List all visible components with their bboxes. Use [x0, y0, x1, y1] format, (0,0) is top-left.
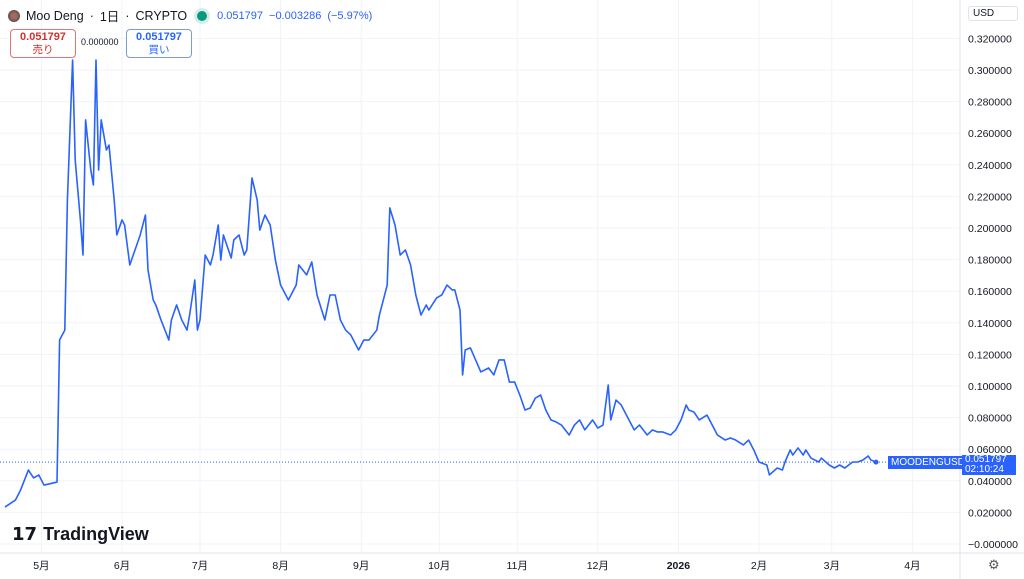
y-tick-label: 0.020000 — [968, 507, 1012, 519]
x-tick-label: 2月 — [751, 560, 767, 572]
y-tick-label: 0.160000 — [968, 286, 1012, 298]
y-tick-label: 0.040000 — [968, 476, 1012, 488]
coin-logo-icon — [8, 9, 20, 22]
y-tick-label: 0.280000 — [968, 97, 1012, 109]
x-tick-label: 3月 — [824, 560, 840, 572]
ticker-label: MOODENGUSD — [888, 456, 968, 469]
buy-label: 買い — [148, 44, 170, 56]
x-tick-label: 12月 — [587, 560, 609, 572]
buy-price: 0.051797 — [136, 31, 182, 43]
last-price: 0.051797 — [965, 455, 1007, 465]
symbol-header: Moo Deng · 1日 · CRYPTO 0.051797 −0.00328… — [8, 6, 372, 25]
y-tick-label: −0.000000 — [968, 539, 1018, 551]
x-tick-label: 7月 — [192, 560, 208, 572]
last-price-tag: 0.051797 02:10:24 — [962, 455, 1016, 475]
y-tick-label: 0.200000 — [968, 223, 1012, 235]
price-change-pct: (−5.97%) — [327, 9, 373, 22]
x-tick-label: 11月 — [506, 560, 527, 572]
y-tick-label: 0.100000 — [968, 381, 1012, 393]
price-change: −0.003286 — [269, 9, 322, 22]
settings-icon[interactable]: ⚙ — [988, 557, 1000, 572]
tradingview-logo[interactable]: 𝟭𝟳 TradingView — [12, 524, 149, 545]
currency-select[interactable]: USD — [968, 6, 1018, 21]
price-series-line — [4, 59, 877, 508]
y-tick-label: 0.320000 — [968, 33, 1012, 45]
x-tick-label: 6月 — [114, 560, 130, 572]
x-tick-label: 5月 — [33, 560, 49, 572]
x-tick-label: 9月 — [353, 560, 369, 572]
y-tick-label: 0.300000 — [968, 65, 1012, 77]
exchange: CRYPTO — [135, 8, 188, 23]
market-status-icon — [197, 10, 208, 21]
y-tick-label: 0.260000 — [968, 128, 1012, 140]
buy-button[interactable]: 0.051797 買い — [126, 29, 192, 58]
tv-logo-icon: 𝟭𝟳 — [12, 524, 38, 544]
y-tick-label: 0.220000 — [968, 191, 1012, 203]
symbol-name[interactable]: Moo Deng — [26, 8, 84, 23]
x-tick-label: 4月 — [904, 560, 920, 572]
bar-countdown: 02:10:24 — [965, 464, 1004, 475]
interval[interactable]: 1日 — [99, 10, 120, 24]
y-tick-label: 0.240000 — [968, 160, 1012, 172]
x-tick-label: 10月 — [428, 560, 450, 572]
sell-button[interactable]: 0.051797 売り — [10, 29, 76, 58]
current-price: 0.051797 — [217, 9, 264, 22]
y-tick-label: 0.060000 — [968, 444, 1012, 456]
y-tick-label: 0.120000 — [968, 349, 1012, 361]
y-tick-label: 0.180000 — [968, 255, 1012, 267]
x-tick-label: 2026 — [667, 560, 691, 572]
y-tick-label: 0.080000 — [968, 413, 1012, 425]
x-tick-label: 8月 — [272, 560, 288, 572]
separator: · — [89, 8, 94, 23]
spread: 0.000000 — [81, 37, 119, 47]
y-tick-label: 0.140000 — [968, 318, 1012, 330]
brand: TradingView — [43, 524, 149, 544]
separator: · — [125, 8, 130, 23]
sell-label: 売り — [32, 44, 54, 56]
sell-price: 0.051797 — [20, 31, 66, 43]
last-point-marker — [873, 459, 879, 465]
